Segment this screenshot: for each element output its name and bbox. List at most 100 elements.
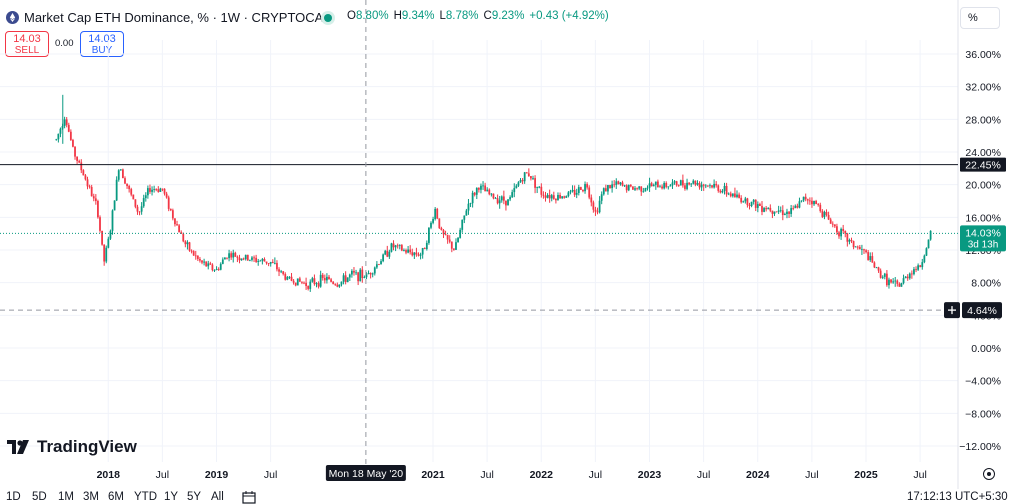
candle-body bbox=[309, 281, 312, 289]
candle-body bbox=[852, 241, 855, 248]
candle-body bbox=[211, 264, 214, 271]
candle-body bbox=[627, 185, 630, 191]
candle-body bbox=[103, 244, 106, 262]
range-6m[interactable]: 6M bbox=[108, 491, 124, 503]
candle-body bbox=[234, 252, 237, 257]
last-price-label: 14.03% bbox=[965, 227, 1001, 239]
candle-body bbox=[717, 185, 720, 191]
candle-body bbox=[925, 248, 928, 256]
candle-body bbox=[369, 273, 372, 275]
candle-body bbox=[138, 211, 141, 213]
candle-body bbox=[184, 241, 187, 245]
candle-body bbox=[436, 208, 439, 219]
candle-body bbox=[240, 258, 243, 261]
candle-body bbox=[382, 254, 385, 262]
candle-body bbox=[686, 182, 688, 189]
candle-body bbox=[359, 269, 362, 282]
candle-body bbox=[488, 189, 491, 195]
range-1y[interactable]: 1Y bbox=[164, 491, 179, 503]
candle-body bbox=[661, 186, 663, 189]
candle-body bbox=[773, 211, 776, 214]
sell-button[interactable]: 14.03 SELL bbox=[5, 31, 49, 57]
candle-body bbox=[355, 272, 357, 274]
candle-body bbox=[738, 194, 740, 198]
candle-body bbox=[625, 185, 628, 191]
candle-body bbox=[507, 199, 509, 206]
candle-body bbox=[815, 201, 818, 205]
candle-body bbox=[425, 242, 428, 250]
candle-body bbox=[573, 189, 576, 195]
range-ytd[interactable]: YTD bbox=[134, 491, 157, 503]
calendar-icon[interactable] bbox=[242, 491, 256, 504]
candle-body bbox=[709, 185, 711, 187]
candle-body bbox=[344, 275, 347, 282]
ohlc-value: 9.34% bbox=[401, 10, 435, 22]
candle-body bbox=[97, 201, 99, 218]
candle-body bbox=[373, 267, 376, 274]
candle-body bbox=[119, 169, 122, 171]
candle-body bbox=[280, 271, 283, 273]
tradingview-logo[interactable]: TradingView bbox=[7, 437, 137, 459]
candle-body bbox=[858, 247, 861, 250]
candle-body bbox=[346, 277, 349, 282]
symbol-title[interactable]: Market Cap ETH Dominance, % · 1W · CRYPT… bbox=[24, 10, 332, 25]
candle-body bbox=[688, 182, 691, 185]
candle-body bbox=[126, 183, 128, 187]
candle-body bbox=[442, 230, 445, 235]
candle-body bbox=[400, 245, 403, 251]
range-all[interactable]: All bbox=[211, 491, 224, 503]
candle-body bbox=[207, 263, 210, 267]
candle-body bbox=[902, 278, 905, 284]
candle-body bbox=[282, 271, 285, 275]
candle-body bbox=[856, 246, 859, 248]
candle-body bbox=[836, 226, 838, 233]
candle-body bbox=[744, 198, 747, 202]
candle-body bbox=[101, 230, 103, 245]
candle-body bbox=[904, 276, 907, 279]
candle-body bbox=[833, 224, 836, 227]
candle-body bbox=[561, 196, 564, 199]
candle-body bbox=[380, 261, 382, 265]
candle-body bbox=[592, 202, 595, 210]
candle-body bbox=[242, 258, 245, 260]
candle-body bbox=[825, 211, 828, 215]
candle-body bbox=[86, 179, 89, 187]
candle-body bbox=[367, 273, 370, 274]
candle-body bbox=[713, 183, 716, 188]
price-chart[interactable]: 36.00%32.00%28.00%24.00%20.00%16.00%12.0… bbox=[0, 0, 1024, 489]
candle-body bbox=[475, 187, 478, 195]
range-5d[interactable]: 5D bbox=[32, 491, 47, 503]
bottom-toolbar: 1D 5D 1M 3M 6M YTD 1Y 5Y All 17:12:13 UT… bbox=[0, 489, 1024, 504]
candle-body bbox=[698, 183, 701, 188]
range-1d[interactable]: 1D bbox=[6, 491, 21, 503]
utc-clock[interactable]: 17:12:13 UTC+5:30 bbox=[907, 491, 1008, 503]
candle-body bbox=[736, 194, 738, 197]
candle-body bbox=[875, 267, 878, 269]
range-3m[interactable]: 3M bbox=[83, 491, 99, 503]
range-5y[interactable]: 5Y bbox=[187, 491, 202, 503]
candle-body bbox=[800, 200, 803, 202]
market-status-indicator[interactable] bbox=[324, 14, 332, 22]
settings-gear-icon[interactable] bbox=[983, 468, 995, 480]
candle-body bbox=[319, 274, 322, 287]
candle-body bbox=[74, 146, 76, 157]
candle-body bbox=[238, 257, 241, 261]
x-tick-label: 2021 bbox=[421, 469, 445, 481]
x-tick-label: Jul bbox=[697, 469, 710, 481]
candle-body bbox=[823, 211, 826, 217]
candle-body bbox=[621, 182, 624, 186]
candle-body bbox=[915, 269, 917, 270]
candle-body bbox=[163, 188, 166, 194]
candle-body bbox=[929, 230, 932, 240]
candle-body bbox=[594, 209, 597, 212]
range-1m[interactable]: 1M bbox=[58, 491, 74, 503]
candle-body bbox=[667, 186, 670, 188]
scale-mode-button[interactable]: % bbox=[960, 7, 1000, 29]
candle-body bbox=[598, 200, 601, 213]
candle-body bbox=[338, 284, 341, 287]
buy-button[interactable]: 14.03 BUY bbox=[80, 31, 124, 57]
crosshair-date-label-bg bbox=[325, 465, 406, 481]
candle-body bbox=[174, 218, 176, 225]
candle-body bbox=[128, 186, 131, 190]
candle-body bbox=[629, 185, 632, 187]
